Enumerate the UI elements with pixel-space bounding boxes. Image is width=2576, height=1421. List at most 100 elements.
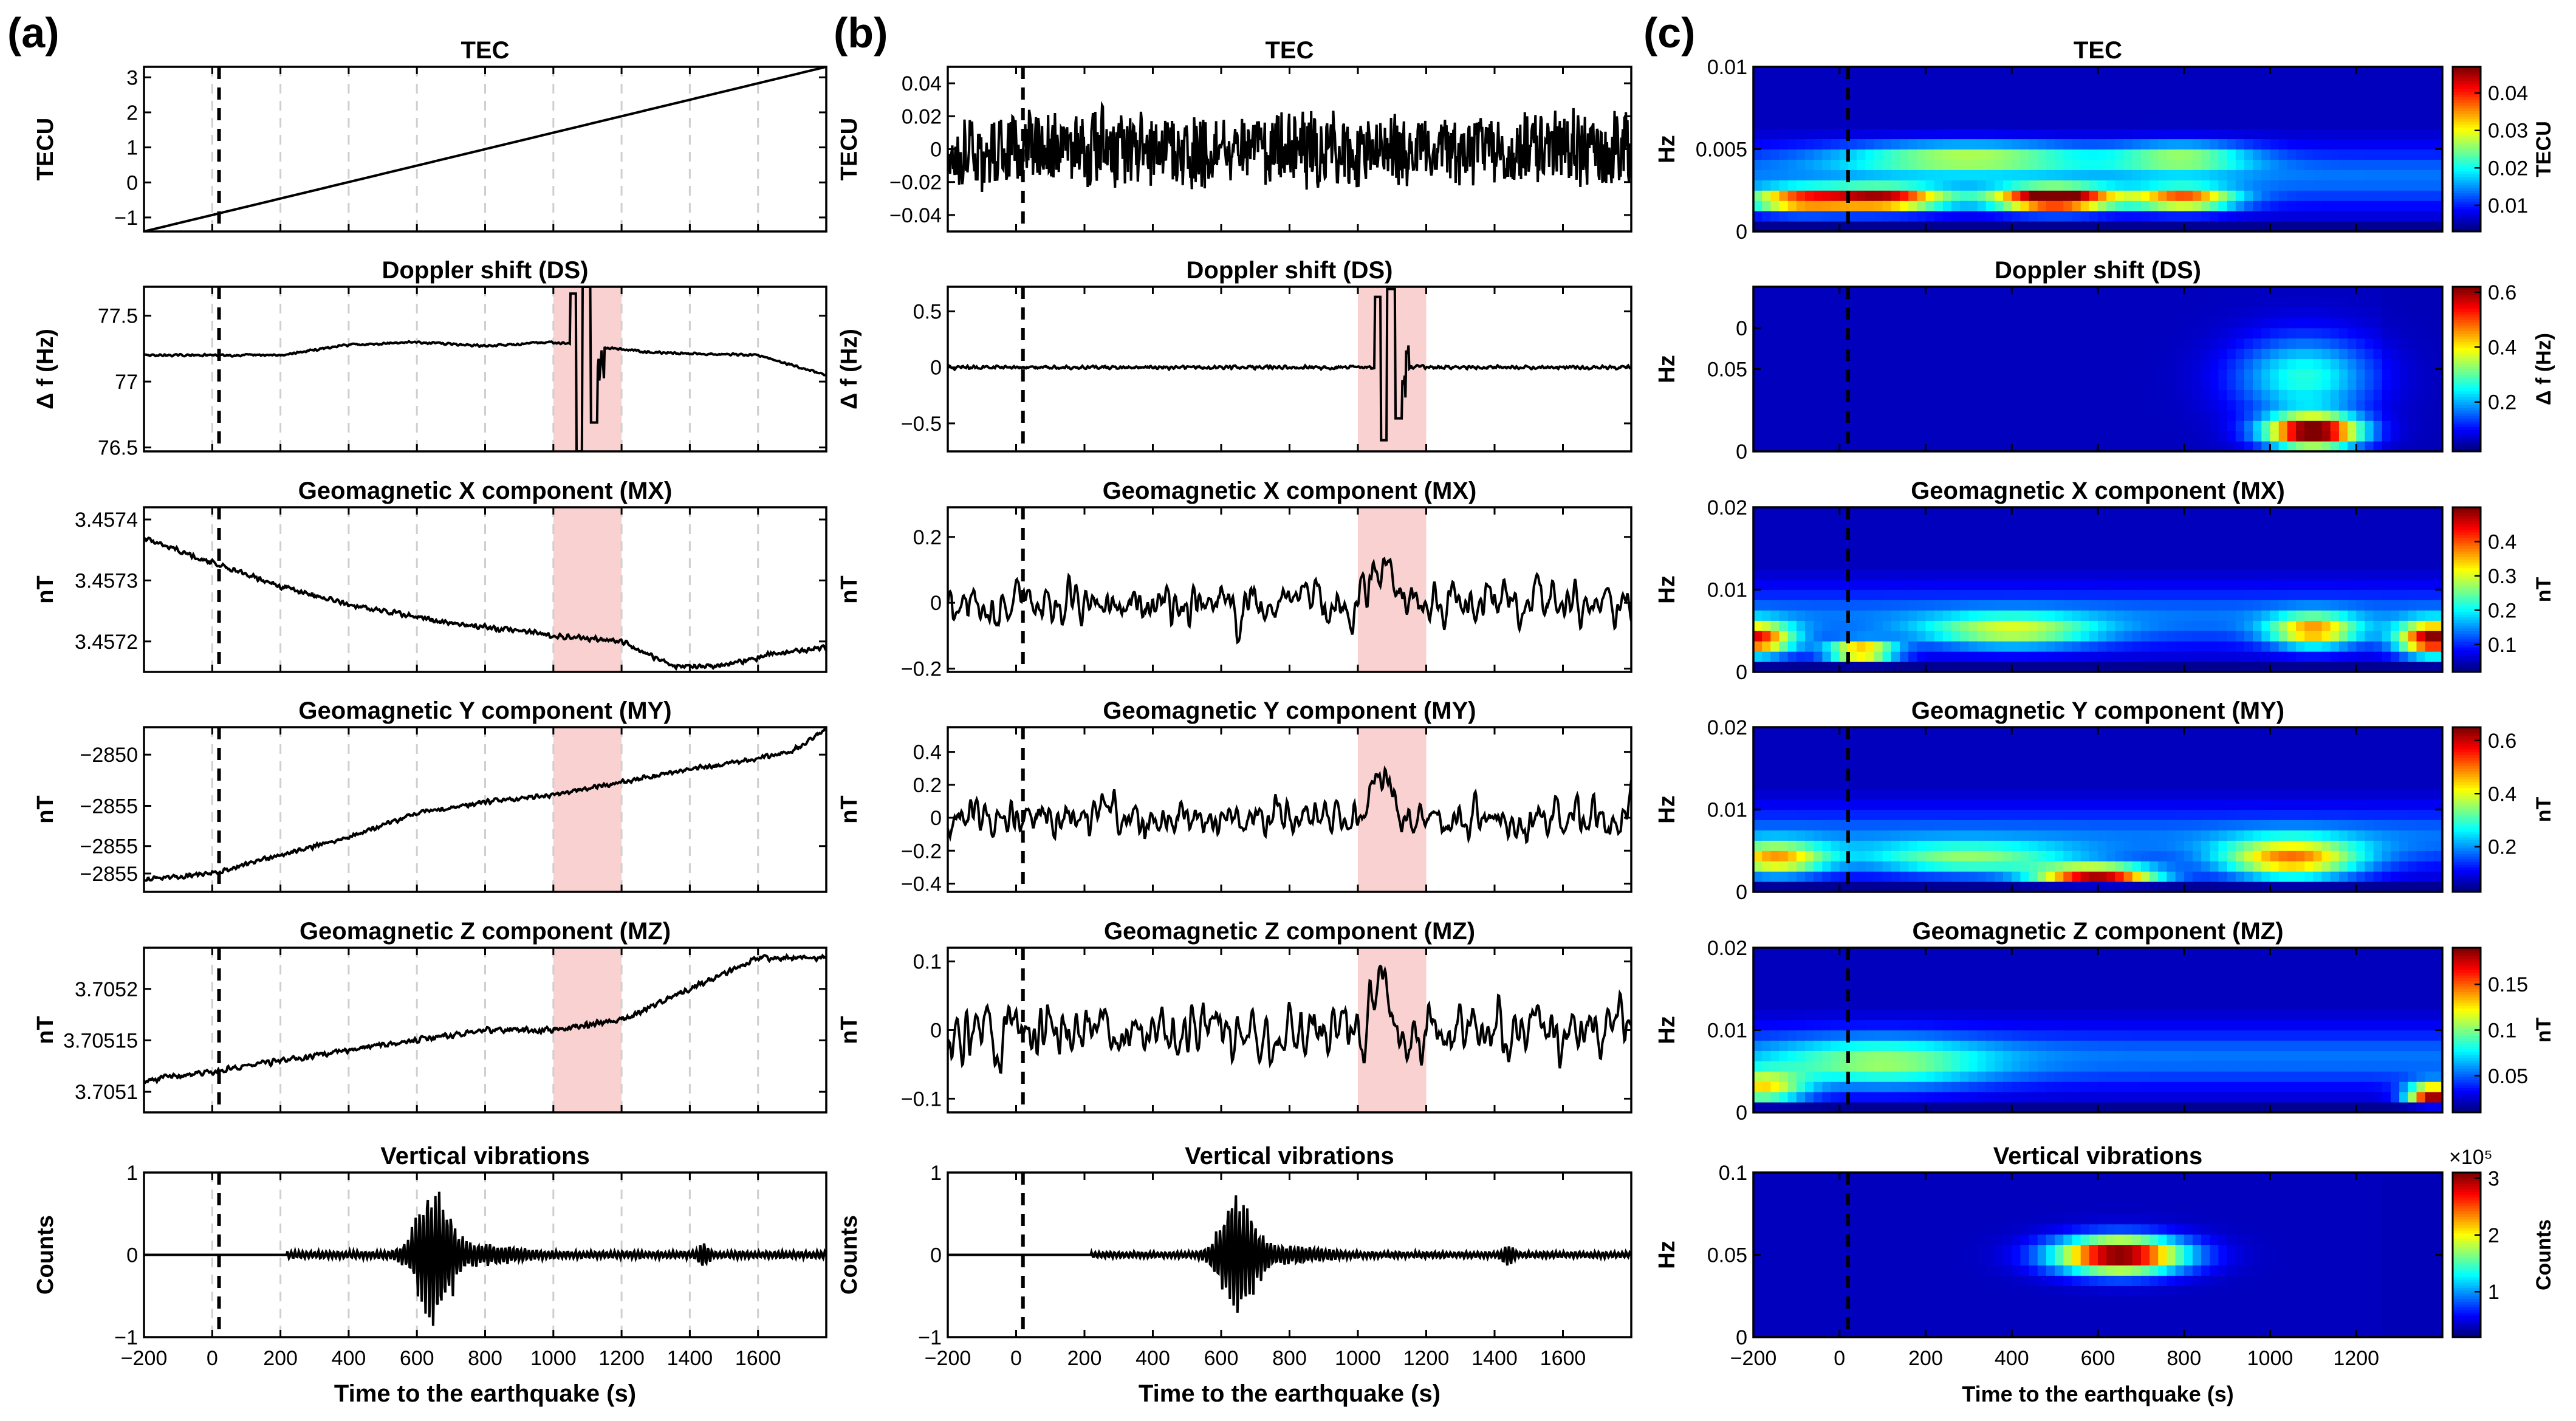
heatmap-cell	[1934, 139, 1944, 150]
heatmap-cell	[2321, 431, 2331, 442]
heatmap-cell	[2390, 327, 2400, 339]
heatmap-cell	[1779, 77, 1789, 88]
heatmap-cell	[2167, 159, 2176, 170]
heatmap-cell	[1942, 631, 1952, 642]
heatmap-cell	[2296, 579, 2305, 591]
heatmap-cell	[1882, 108, 1892, 119]
heatmap-cell	[2270, 307, 2280, 318]
heatmap-cell	[2313, 358, 2323, 370]
heatmap-cell	[2338, 180, 2348, 191]
heatmap-cell	[2063, 87, 2073, 98]
heatmap-cell	[2055, 149, 2064, 160]
heatmap-cell	[2012, 558, 2021, 570]
heatmap-cell	[1779, 789, 1789, 800]
heatmap-cell	[2037, 369, 2047, 380]
heatmap-cell	[2184, 118, 2193, 129]
heatmap-cell	[2158, 379, 2167, 390]
heatmap-cell	[2098, 307, 2107, 318]
heatmap-cell	[2390, 77, 2400, 88]
heatmap-cell	[2227, 538, 2236, 549]
heatmap-cell	[1822, 87, 1832, 98]
heatmap-cell	[2373, 441, 2383, 451]
y-axis-label: Counts	[837, 1215, 862, 1295]
heatmap-cell	[2140, 338, 2150, 349]
heatmap-cell	[2072, 600, 2081, 611]
heatmap-cell	[1985, 338, 1995, 349]
heatmap-cell	[1805, 139, 1814, 150]
colorbar-swatch	[2453, 176, 2481, 180]
heatmap-cell	[2072, 420, 2081, 431]
heatmap-cell	[1822, 169, 1832, 180]
heatmap-cell	[1779, 67, 1789, 78]
heatmap-cell	[2296, 441, 2305, 451]
heatmap-cell	[2416, 200, 2426, 211]
heatmap-cell	[2158, 431, 2167, 442]
heatmap-cell	[1848, 789, 1857, 800]
heatmap-cell	[1805, 180, 1814, 191]
heatmap-cell	[1822, 338, 1832, 349]
heatmap-cell	[2184, 538, 2193, 549]
heatmap-cell	[2338, 169, 2348, 180]
heatmap-cell	[2003, 97, 2012, 109]
heatmap-cell	[2175, 527, 2185, 539]
subplot-title: Doppler shift (DS)	[1187, 257, 1393, 284]
heatmap-cell	[2184, 651, 2193, 662]
heatmap-cell	[1934, 87, 1944, 98]
heatmap-cell	[2365, 517, 2374, 529]
heatmap-cell	[2003, 369, 2012, 380]
heatmap-cell	[2201, 139, 2210, 150]
heatmap-cell	[2140, 379, 2150, 390]
heatmap-cell	[1762, 190, 1771, 201]
heatmap-cell	[1968, 579, 1978, 591]
heatmap-cell	[2382, 348, 2391, 360]
heatmap-cell	[1762, 221, 1771, 231]
heatmap-cell	[2003, 87, 2012, 98]
heatmap-cell	[2253, 348, 2262, 360]
heatmap-cell	[2270, 190, 2280, 201]
heatmap-cell	[2167, 87, 2176, 98]
heatmap-cell	[2235, 338, 2245, 349]
heatmap-cell	[2399, 358, 2408, 370]
heatmap-cell	[2098, 600, 2107, 611]
heatmap-cell	[2080, 631, 2090, 642]
heatmap-cell	[2390, 221, 2400, 231]
heatmap-cell	[1839, 97, 1849, 109]
heatmap-cell	[2390, 211, 2400, 222]
heatmap-cell	[2270, 558, 2280, 570]
colorbar-swatch	[2453, 584, 2481, 587]
heatmap-cell	[1762, 379, 1771, 390]
heatmap-cell	[2270, 67, 2280, 78]
heatmap-cell	[1814, 830, 1823, 841]
heatmap-cell	[2003, 108, 2012, 119]
heatmap-cell	[2425, 67, 2434, 78]
heatmap-cell	[2123, 379, 2133, 390]
heatmap-cell	[2382, 538, 2391, 549]
heatmap-cell	[2210, 431, 2219, 442]
heatmap-cell	[2012, 190, 2021, 201]
heatmap-cell	[1917, 211, 1927, 222]
heatmap-cell	[1848, 600, 1857, 611]
heatmap-cell	[1831, 348, 1840, 360]
heatmap-cell	[1994, 651, 2004, 662]
heatmap-cell	[1891, 211, 1900, 222]
heatmap-cell	[2390, 180, 2400, 191]
heatmap-cell	[2338, 77, 2348, 88]
heatmap-cell	[2425, 641, 2434, 652]
heatmap-cell	[1891, 631, 1900, 642]
heatmap-cell	[1839, 369, 1849, 380]
heatmap-cell	[1882, 579, 1892, 591]
heatmap-cell	[2390, 431, 2400, 442]
heatmap-cell	[1779, 118, 1789, 129]
heatmap-cell	[2338, 631, 2348, 642]
heatmap-cell	[1831, 139, 1840, 150]
heatmap-cell	[2399, 296, 2408, 308]
heatmap-cell	[1900, 200, 1909, 211]
heatmap-cell	[2278, 410, 2288, 421]
heatmap-cell	[2253, 641, 2262, 652]
heatmap-cell	[1977, 548, 1987, 560]
heatmap-cell	[1874, 727, 1883, 738]
heatmap-cell	[1951, 97, 1961, 109]
x-tick-label: 1400	[1471, 1347, 1518, 1370]
heatmap-cell	[2192, 307, 2202, 318]
colorbar-swatch	[2453, 660, 2481, 664]
